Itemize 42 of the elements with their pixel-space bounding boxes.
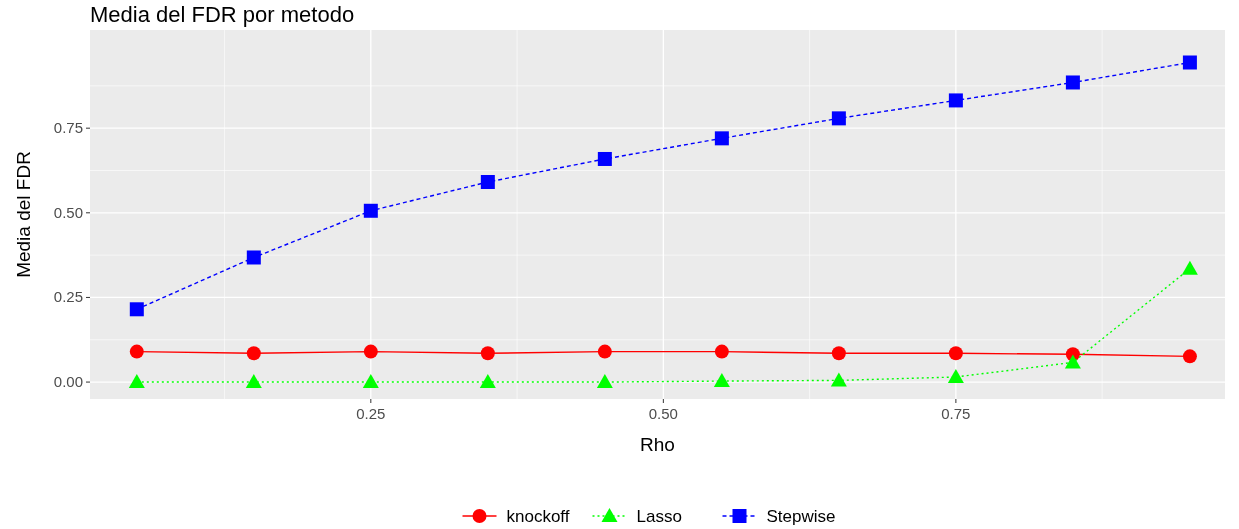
y-tick-label: 0.00 (53, 373, 83, 391)
point (245, 374, 262, 389)
point (596, 374, 613, 389)
point (128, 374, 145, 389)
point (597, 151, 612, 166)
point (480, 346, 495, 361)
y-axis-title: Media del FDR (13, 151, 34, 278)
point (246, 346, 261, 361)
chart-title: Media del FDR por metodo (90, 2, 355, 27)
point (363, 344, 378, 359)
legend-label: Stepwise (766, 507, 836, 526)
legend-label: Lasso (636, 507, 682, 526)
point (830, 372, 847, 387)
point (1181, 260, 1198, 275)
x-tick-label: 0.75 (941, 405, 971, 422)
point (714, 131, 729, 146)
point (948, 346, 963, 361)
point (1182, 349, 1197, 364)
point (713, 373, 730, 388)
point (831, 346, 846, 361)
y-tick-label: 0.75 (53, 119, 83, 137)
x-tick-label: 0.50 (648, 405, 678, 422)
x-tick-label: 0.25 (356, 405, 386, 422)
point (246, 250, 261, 265)
point (1064, 354, 1081, 369)
point (947, 369, 964, 383)
legend-label: knockoff (506, 507, 570, 526)
point (363, 203, 378, 218)
point (831, 111, 846, 126)
point (714, 344, 729, 359)
y-tick-label: 0.25 (53, 288, 83, 306)
y-tick-label: 0.50 (53, 203, 83, 221)
point (597, 344, 612, 359)
point (129, 344, 144, 359)
point (479, 374, 496, 389)
point (1182, 55, 1197, 70)
point (948, 93, 963, 108)
point (480, 175, 495, 189)
point (129, 302, 144, 317)
x-axis-title: Rho (640, 434, 675, 455)
point (1065, 75, 1080, 90)
point (362, 374, 379, 389)
